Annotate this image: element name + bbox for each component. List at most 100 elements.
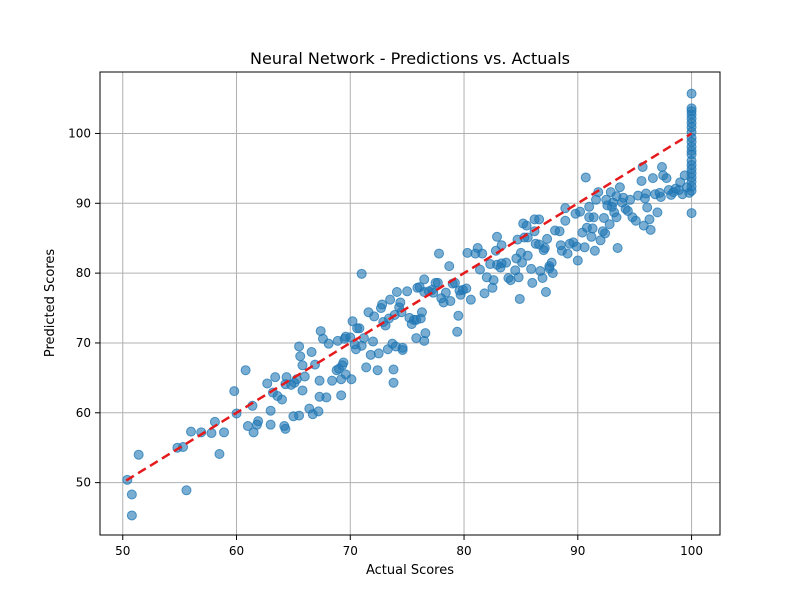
data-point [614, 182, 625, 193]
data-point [453, 310, 464, 321]
data-point [546, 257, 557, 268]
data-point [642, 202, 653, 213]
reference-line [125, 132, 693, 482]
data-point [554, 226, 565, 237]
x-tick-label: 60 [229, 544, 244, 558]
data-point [391, 286, 402, 297]
data-point [262, 378, 273, 389]
data-point [397, 344, 408, 355]
data-point [372, 365, 383, 376]
data-point [580, 172, 591, 183]
data-point [377, 299, 388, 310]
data-point [299, 371, 310, 382]
data-point [338, 357, 349, 368]
data-point [373, 348, 384, 359]
data-point [517, 257, 528, 268]
data-point [354, 323, 365, 334]
data-points [122, 88, 697, 521]
y-tick-label: 70 [76, 336, 91, 350]
data-point [534, 214, 545, 225]
data-point [686, 103, 697, 114]
data-point [452, 326, 463, 337]
data-point [604, 219, 615, 230]
data-point [575, 206, 586, 217]
data-point [214, 448, 225, 459]
data-point [416, 307, 427, 318]
data-point [321, 392, 332, 403]
data-point [229, 386, 240, 397]
data-point [595, 235, 606, 246]
data-point [584, 201, 595, 212]
data-point [527, 277, 538, 288]
data-point [547, 268, 558, 279]
data-point [488, 275, 499, 286]
data-point [586, 231, 597, 242]
data-point [434, 248, 445, 259]
data-point [492, 231, 503, 242]
data-point [598, 212, 609, 223]
x-tick-label: 80 [456, 544, 471, 558]
data-point [294, 341, 305, 352]
data-point [314, 375, 325, 386]
data-point [612, 242, 623, 253]
data-point [280, 423, 291, 434]
data-point [126, 489, 137, 500]
data-point [297, 385, 308, 396]
data-point [445, 296, 456, 307]
data-point [645, 224, 656, 235]
data-point [428, 287, 439, 298]
y-axis-ticks: 50 60 70 80 90 100 [68, 126, 100, 490]
data-point [474, 264, 485, 275]
data-point [388, 377, 399, 388]
data-point [579, 242, 590, 253]
data-point [630, 215, 641, 226]
data-point [336, 390, 347, 401]
data-point [368, 336, 379, 347]
data-point [440, 287, 451, 298]
y-tick-label: 50 [76, 476, 91, 490]
data-point [388, 364, 399, 375]
data-point [496, 240, 507, 251]
data-point [647, 173, 658, 184]
data-point [265, 405, 276, 416]
data-point [419, 274, 430, 285]
plot-frame [99, 71, 721, 536]
x-tick-label: 50 [115, 544, 130, 558]
data-point [652, 207, 663, 218]
data-point [327, 375, 338, 386]
data-point [361, 362, 372, 373]
data-point [358, 333, 369, 344]
data-point [385, 294, 396, 305]
data-point [477, 248, 488, 259]
data-point [186, 426, 197, 437]
data-point [479, 288, 490, 299]
data-point [432, 277, 443, 288]
data-point [537, 273, 548, 284]
data-point [600, 228, 611, 239]
data-point [206, 428, 217, 439]
chart-title: Neural Network - Predictions vs. Actuals [250, 49, 570, 68]
x-tick-label: 100 [680, 544, 703, 558]
data-point [655, 192, 666, 203]
data-point [521, 220, 532, 231]
data-point [625, 194, 636, 205]
y-tick-label: 100 [68, 126, 91, 140]
data-point [501, 257, 512, 268]
data-point [572, 255, 583, 266]
data-point [402, 286, 413, 297]
data-point [346, 374, 357, 385]
data-point [644, 214, 655, 225]
data-point [588, 212, 599, 223]
data-point [562, 248, 573, 259]
data-point [461, 283, 472, 294]
data-point [347, 316, 358, 327]
data-point [465, 294, 476, 305]
y-tick-label: 80 [76, 266, 91, 280]
data-point [542, 233, 553, 244]
data-point [365, 349, 376, 360]
data-point [675, 177, 686, 188]
data-point [313, 406, 324, 417]
data-point [240, 365, 251, 376]
data-point [219, 427, 229, 438]
data-point [540, 286, 551, 297]
